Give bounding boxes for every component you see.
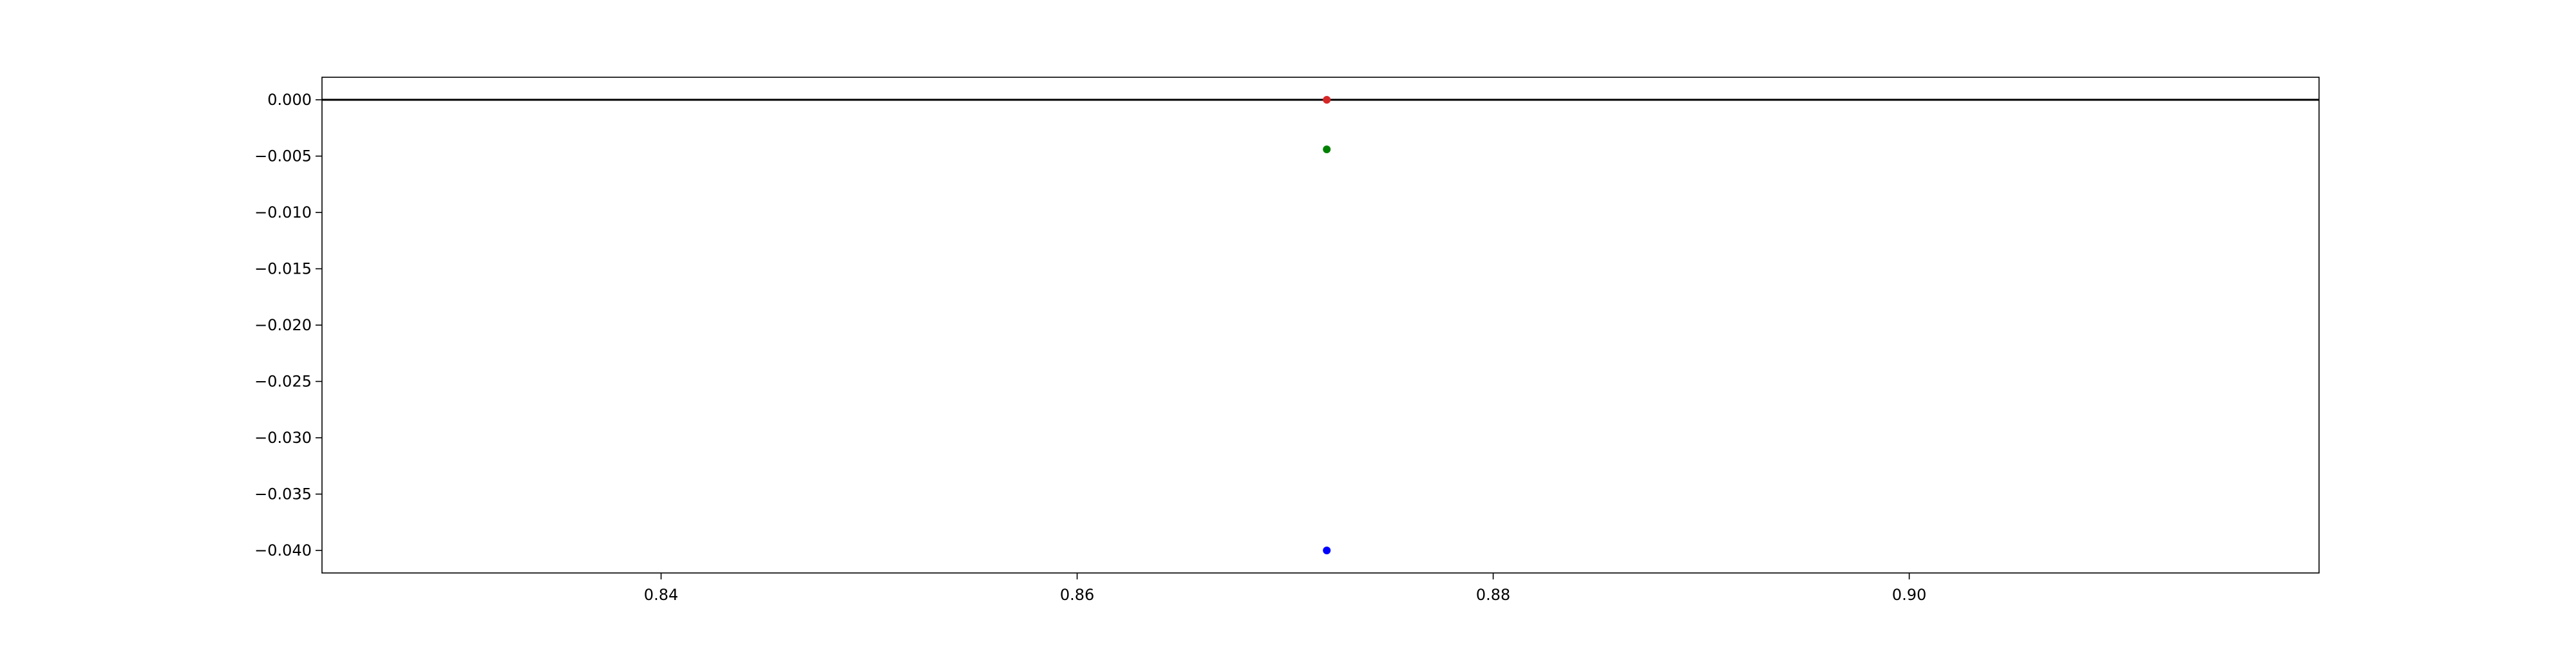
y-tick-label: −0.005 <box>254 147 312 165</box>
y-tick-label: −0.030 <box>254 429 312 447</box>
y-tick-label: −0.025 <box>254 373 312 391</box>
data-point <box>1323 547 1331 554</box>
y-tick-label: −0.035 <box>254 485 312 503</box>
x-tick-label: 0.84 <box>644 586 678 604</box>
data-point <box>1323 145 1331 153</box>
y-tick-label: −0.040 <box>254 541 312 559</box>
data-point <box>1323 96 1331 104</box>
y-tick-label: −0.010 <box>254 203 312 221</box>
y-tick-label: −0.015 <box>254 260 312 278</box>
plot-area: 0.000 −0.005 −0.010 −0.015 −0.020 −0.025 −0.03… <box>254 77 2320 604</box>
x-tick-label: 0.88 <box>1476 586 1510 604</box>
y-tick-label: 0.000 <box>267 91 312 109</box>
x-tick-label: 0.90 <box>1892 586 1926 604</box>
y-tick-label: −0.020 <box>254 316 312 334</box>
x-tick-label: 0.86 <box>1060 586 1094 604</box>
